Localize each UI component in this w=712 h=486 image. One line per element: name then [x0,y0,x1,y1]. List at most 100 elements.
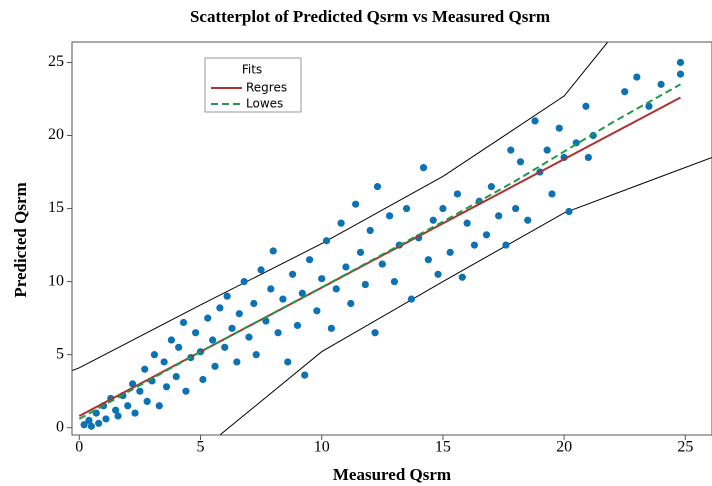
data-point [80,421,88,429]
data-point [458,273,466,281]
data-point [657,80,665,88]
x-tick-label: 20 [556,439,572,456]
data-point [95,419,103,427]
data-point [293,321,302,330]
data-point [289,270,297,278]
data-point [204,314,212,322]
data-point [565,207,573,216]
data-point [269,247,277,255]
data-point [245,333,253,341]
prediction-band [219,156,712,435]
data-point [112,406,120,414]
data-point [199,375,207,384]
data-point [175,343,183,351]
data-point [257,266,265,274]
data-point [162,383,171,391]
data-point [131,409,139,417]
data-point [252,351,260,359]
data-point [524,216,532,224]
y-axis-label: Predicted Qsrm [11,182,30,297]
data-point [434,270,442,278]
data-point [645,102,653,110]
data-point [279,295,287,303]
data-point [216,304,224,312]
data-point [298,289,306,297]
fit-line [78,83,681,420]
data-point [136,387,144,395]
data-point [332,285,340,293]
y-tick-label: 15 [48,199,64,216]
data-point [233,358,241,366]
x-tick-label: 10 [314,439,330,456]
x-axis-label: Measured Qsrm [333,465,451,484]
data-point [129,380,137,388]
data-point [446,248,454,256]
data-point [172,372,180,381]
data-point [371,329,379,337]
legend-label: Regres [246,81,287,95]
data-point [470,241,479,249]
data-point [141,365,149,373]
data-point [102,415,110,423]
data-point [482,231,491,239]
data-point [361,280,369,289]
data-point [124,402,132,410]
data-point [502,241,510,249]
x-tick-label: 5 [196,439,204,456]
data-point [676,58,685,67]
data-point [235,310,243,318]
data-point [337,219,345,227]
data-point [429,216,437,224]
data-point [419,164,428,172]
data-point [209,336,217,344]
data-point [143,397,151,405]
data-point [385,212,394,220]
data-point [313,307,321,315]
data-point [240,277,248,286]
data-point [373,183,382,191]
data-point [301,371,309,379]
data-point [182,387,190,395]
data-point [584,153,592,162]
data-point [633,73,641,81]
legend-items: Fits Regres Lowes [211,63,287,111]
data-point [250,299,258,308]
data-point [531,117,539,125]
y-tick-label: 10 [48,272,64,289]
data-point [318,275,326,283]
data-point [114,412,122,420]
data-point [267,285,275,293]
y-tick-label: 5 [56,345,64,362]
data-point [223,292,231,300]
y-tick-label: 25 [48,53,64,70]
data-point [85,416,93,424]
data-point [676,70,685,78]
data-point [439,204,447,213]
data-point [487,183,495,191]
prediction-band [72,42,609,372]
data-point [507,146,515,154]
data-point [221,343,229,351]
data-point [305,256,314,264]
data-point [87,422,95,430]
data-point [211,362,219,370]
data-point [284,358,292,366]
data-point [463,219,471,227]
legend-box [204,57,302,113]
data-point [407,295,415,303]
data-point [543,146,551,154]
data-point [453,190,462,198]
data-point [402,204,411,213]
y-tick-label: 20 [48,126,64,143]
legend: Fits Regres Lowes [204,57,302,113]
data-point [167,336,175,344]
data-point [262,317,270,325]
data-point [548,190,556,198]
data-point [228,324,236,332]
data-point [621,88,629,96]
data-point [155,402,163,410]
plot-frame [71,41,712,436]
legend-title: Fits [242,63,262,77]
data-point [347,299,355,308]
